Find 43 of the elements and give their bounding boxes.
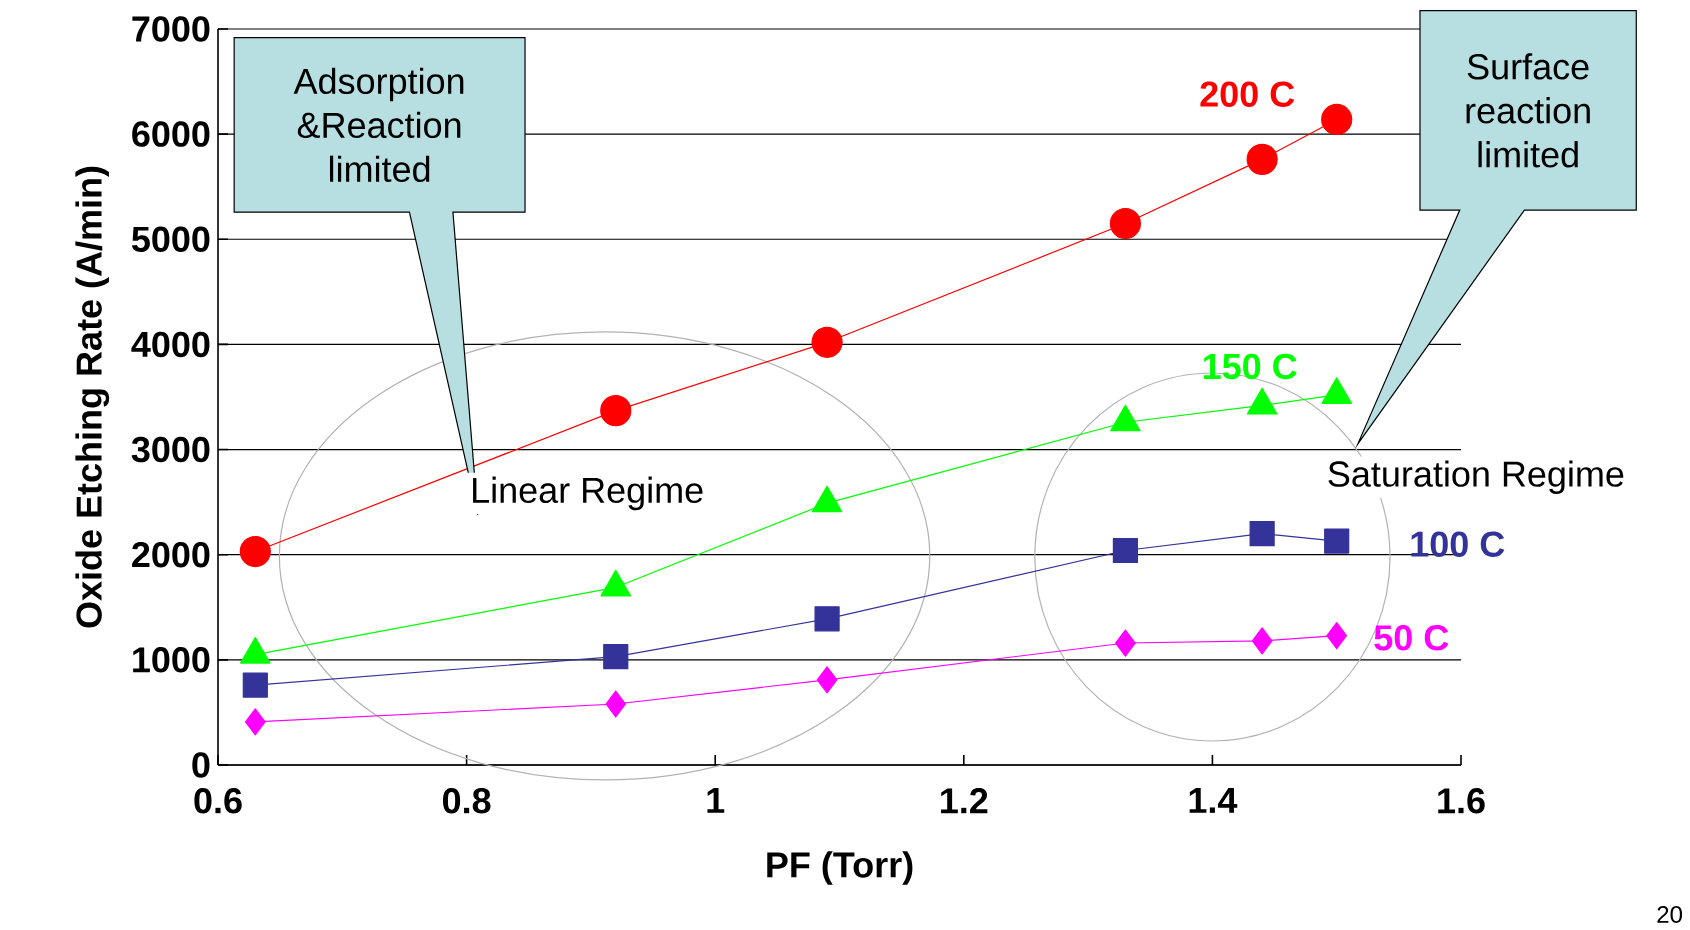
series-label: 100 C <box>1411 531 1505 557</box>
y-tick-label: 7000 <box>132 16 210 42</box>
point <box>1251 627 1273 655</box>
x-tick-label: 0.6 <box>194 788 242 814</box>
point <box>1326 622 1348 650</box>
text: Surface reaction limited <box>1466 53 1590 168</box>
point <box>242 672 268 698</box>
point <box>603 644 629 670</box>
series-label: 150 C <box>1203 353 1297 380</box>
point <box>811 326 843 358</box>
y-tick-label: 5000 <box>131 226 210 253</box>
annotation: Saturation Regime <box>1328 460 1624 494</box>
y-axis-title: Oxide Etching Rate (A/min) <box>75 166 110 628</box>
y-tick-label: 4000 <box>131 331 210 358</box>
y-tick-label: 0 <box>192 752 210 778</box>
point <box>1246 143 1278 175</box>
point <box>1115 629 1136 657</box>
y-tick-label: 2000 <box>132 541 210 568</box>
annotation: Adsorption &Reaction limited <box>293 67 464 183</box>
x-axis-title: PF (Torr) <box>767 851 913 885</box>
point <box>244 708 266 736</box>
point <box>1109 207 1141 240</box>
annotation: Linear Regime <box>473 476 703 511</box>
point <box>605 690 627 718</box>
series-label: 50 C <box>1374 625 1449 651</box>
y-tick-label: 1000 <box>133 647 210 673</box>
series-label: 200 C <box>1200 81 1295 107</box>
text: 20 <box>1657 905 1683 923</box>
point <box>1249 521 1275 547</box>
point <box>600 395 632 427</box>
point <box>814 606 840 632</box>
y-tick-label: 3000 <box>131 436 210 463</box>
x-tick-label: 1 <box>707 788 725 813</box>
point <box>239 535 271 568</box>
x-tick-label: 1.2 <box>941 788 988 814</box>
point <box>1112 537 1139 564</box>
x-tick-label: 0.8 <box>443 788 491 814</box>
y-tick-label: 6000 <box>132 121 210 147</box>
x-tick-label: 1.6 <box>1438 788 1485 814</box>
point <box>1321 103 1353 136</box>
x-tick-label: 1.4 <box>1189 788 1238 813</box>
point <box>1324 528 1350 554</box>
point <box>816 666 838 694</box>
